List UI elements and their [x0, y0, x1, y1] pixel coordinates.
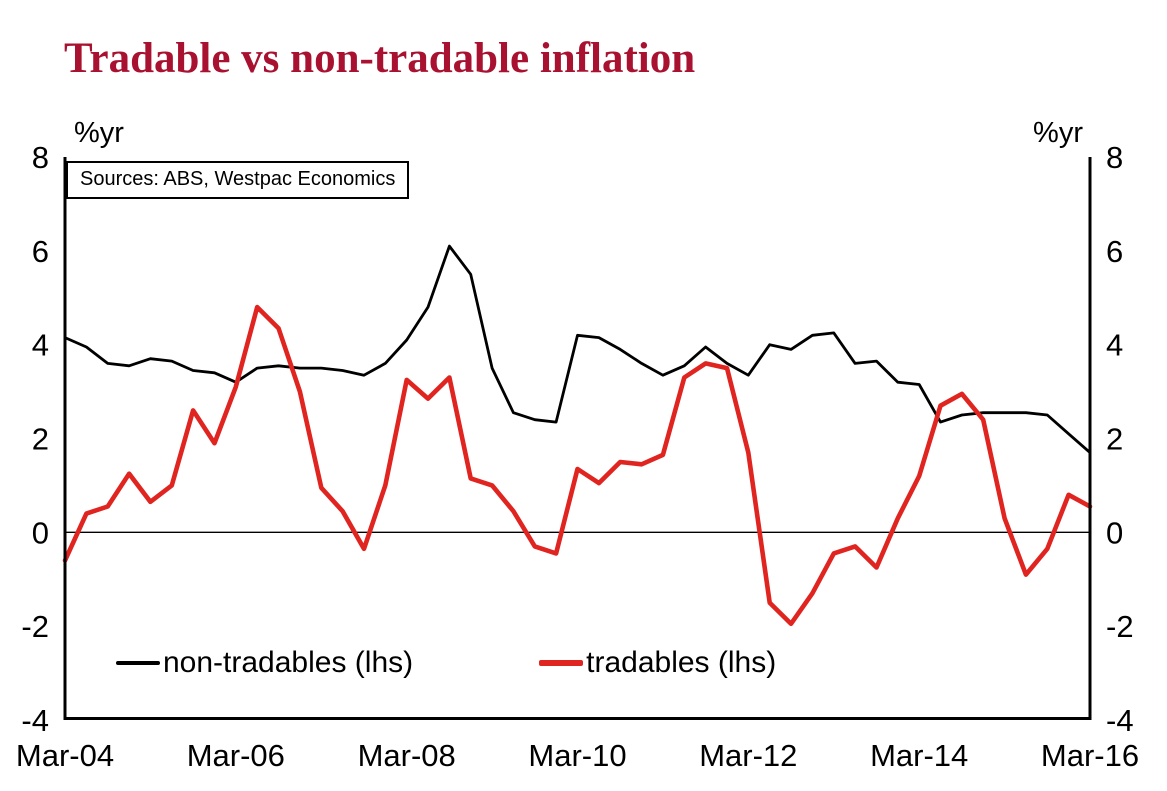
- y-tick-label-left: 6: [32, 234, 49, 269]
- y-tick-label-left: -2: [21, 609, 49, 644]
- chart-title: Tradable vs non-tradable inflation: [64, 34, 696, 82]
- non-tradables-line-swatch-icon: [116, 661, 160, 665]
- y-tick-label-left: 8: [32, 140, 49, 175]
- legend-item-non-tradables: non-tradables (lhs): [116, 646, 413, 680]
- x-tick-label: Mar-12: [699, 738, 797, 773]
- series-line-tradables: [62, 304, 1093, 627]
- tradables-line-swatch-icon: [539, 660, 584, 666]
- legend-label-tradables: tradables (lhs): [586, 646, 777, 679]
- right-axis-unit-label: %yr: [1033, 117, 1083, 149]
- y-tick-label-right: -2: [1106, 609, 1134, 644]
- legend: non-tradables (lhs) tradables (lhs): [116, 646, 776, 680]
- y-tick-label-right: -4: [1106, 703, 1134, 738]
- legend-item-tradables: tradables (lhs): [539, 646, 776, 680]
- y-tick-label-left: 0: [32, 515, 49, 550]
- y-tick-label-right: 8: [1106, 140, 1123, 175]
- x-tick-label: Mar-08: [358, 738, 456, 773]
- x-tick-label: Mar-10: [528, 738, 626, 773]
- y-tick-label-left: 4: [32, 328, 49, 363]
- x-tick-label: Mar-04: [16, 738, 114, 773]
- x-tick-label: Mar-16: [1041, 738, 1139, 773]
- x-tick-label: Mar-06: [187, 738, 285, 773]
- y-tick-label-right: 6: [1106, 234, 1123, 269]
- y-tick-label-left: -4: [21, 703, 49, 738]
- y-tick-label-right: 0: [1106, 515, 1123, 550]
- left-axis-unit-label: %yr: [74, 117, 124, 149]
- source-note-text: Sources: ABS, Westpac Economics: [80, 168, 396, 190]
- y-tick-label-right: 4: [1106, 328, 1123, 363]
- x-tick-label: Mar-14: [870, 738, 968, 773]
- y-tick-label-left: 2: [32, 422, 49, 457]
- y-tick-label-right: 2: [1106, 422, 1123, 457]
- legend-label-non-tradables: non-tradables (lhs): [163, 646, 414, 679]
- source-note: Sources: ABS, Westpac Economics: [66, 161, 410, 199]
